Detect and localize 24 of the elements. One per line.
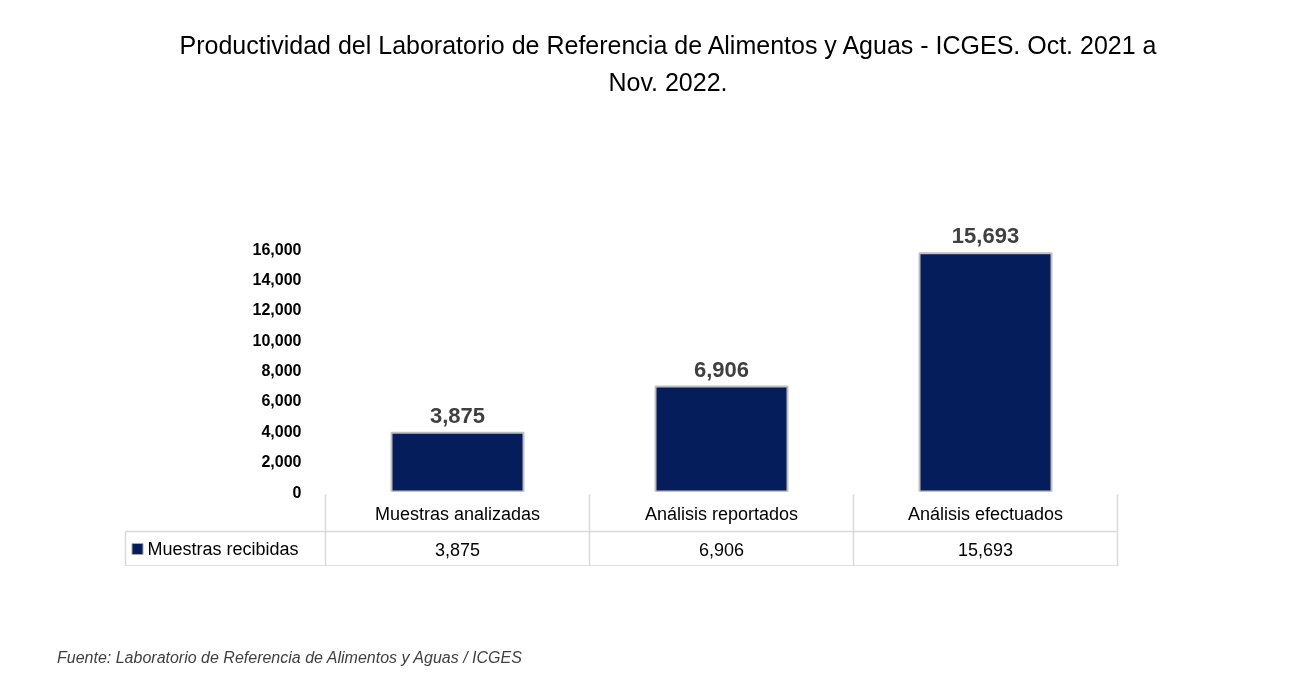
legend-label: Muestras recibidas xyxy=(147,539,299,559)
y-tick-label: 16,000 xyxy=(252,240,302,258)
bar xyxy=(654,385,789,492)
x-tick-label: Análisis reportados xyxy=(644,503,799,524)
y-tick-label: 6,000 xyxy=(261,392,302,410)
chart-title: Productividad del Laboratorio de Referencia de Alimentos y Aguas - ICGES. Oct. 2021 a Nov. 2022. xyxy=(178,30,1158,98)
text: 3,875 xyxy=(429,402,486,428)
y-tick-label: 4,000 xyxy=(261,422,302,440)
y-tick-label: 8,000 xyxy=(261,362,302,379)
x-tick-label: Análisis efectuados xyxy=(907,503,1064,524)
data-label: 6,906 xyxy=(698,539,745,560)
data-label: 3,875 xyxy=(434,539,481,560)
data-label: 15,693 xyxy=(957,539,1014,560)
y-tick-label: 10,000 xyxy=(252,331,302,349)
text: 6,906 xyxy=(693,356,750,382)
y-tick-label: 14,000 xyxy=(252,270,302,288)
bar xyxy=(390,431,525,492)
x-tick-label: Muestras analizadas xyxy=(374,503,541,524)
y-tick-label: 0 xyxy=(292,483,302,501)
source-note: Fuente: Laboratorio de Referencia de Alimentos y Aguas / ICGES xyxy=(57,648,522,668)
y-tick-label: 12,000 xyxy=(252,301,302,319)
y-tick-label: 2,000 xyxy=(261,453,302,471)
text: 15,693 xyxy=(951,223,1020,249)
bar xyxy=(918,252,1053,492)
